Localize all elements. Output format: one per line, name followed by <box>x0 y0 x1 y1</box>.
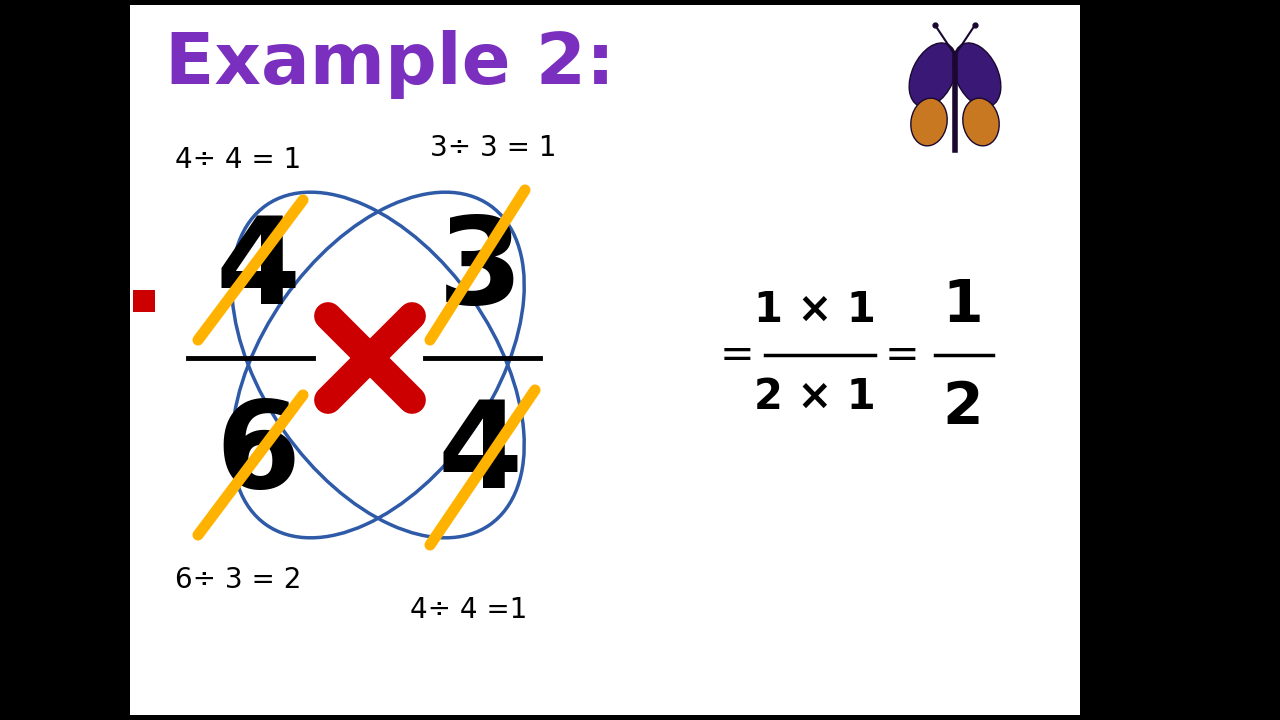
Text: 6: 6 <box>215 397 301 513</box>
Bar <box>131 5 1080 715</box>
Bar <box>133 290 155 312</box>
Text: 3÷ 3 = 1: 3÷ 3 = 1 <box>430 134 557 162</box>
Text: 2: 2 <box>942 379 983 436</box>
Ellipse shape <box>963 98 1000 146</box>
Text: 1 × 1: 1 × 1 <box>754 289 876 331</box>
Text: 3: 3 <box>438 212 522 328</box>
Text: 1: 1 <box>942 276 983 333</box>
Text: 6÷ 3 = 2: 6÷ 3 = 2 <box>175 566 301 594</box>
Ellipse shape <box>954 43 1001 107</box>
Ellipse shape <box>911 98 947 146</box>
Text: 2 × 1: 2 × 1 <box>754 376 876 418</box>
Text: =: = <box>884 334 920 376</box>
Text: 4: 4 <box>438 397 522 513</box>
Ellipse shape <box>909 43 957 107</box>
Text: 4÷ 4 = 1: 4÷ 4 = 1 <box>175 146 301 174</box>
Text: 4÷ 4 =1: 4÷ 4 =1 <box>410 596 527 624</box>
Text: =: = <box>719 334 755 376</box>
Text: 4: 4 <box>215 212 301 328</box>
Text: Example 2:: Example 2: <box>165 30 614 99</box>
